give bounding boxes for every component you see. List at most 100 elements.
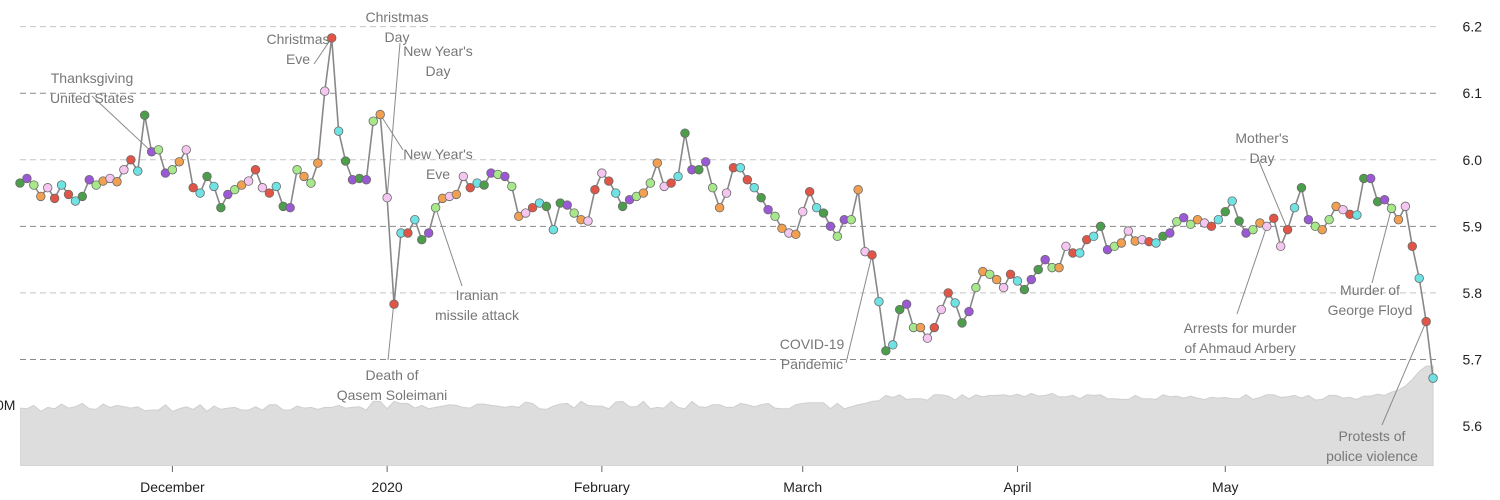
data-point: [1040, 254, 1050, 265]
data-point: [1206, 221, 1217, 232]
data-point: [1220, 206, 1230, 217]
data-point: [299, 171, 309, 182]
data-point: [846, 214, 856, 225]
data-point: [63, 189, 74, 200]
data-point: [673, 171, 683, 182]
data-point: [867, 250, 877, 260]
data-point: [742, 175, 753, 185]
annotation-label: New Year's Day: [403, 43, 473, 79]
annotation-leader: [379, 114, 404, 151]
annotation-leader: [1371, 208, 1392, 284]
data-point: [638, 188, 649, 198]
data-point: [417, 234, 427, 245]
y-tick-label: 5.8: [1463, 285, 1483, 301]
data-point: [1352, 210, 1362, 220]
data-point: [174, 157, 185, 167]
data-point: [1400, 201, 1411, 212]
data-point: [507, 181, 517, 192]
data-point: [1275, 241, 1286, 252]
data-point: [403, 228, 413, 238]
data-point: [56, 180, 67, 190]
data-point: [957, 318, 967, 328]
data-point: [133, 166, 143, 176]
data-point: [77, 191, 88, 202]
data-point: [188, 183, 198, 193]
data-point: [43, 183, 53, 193]
data-point: [1289, 202, 1300, 213]
data-point: [1123, 226, 1133, 236]
data-point: [950, 298, 960, 308]
data-point: [798, 206, 808, 217]
data-point: [749, 183, 759, 193]
data-point: [1213, 214, 1224, 225]
data-point: [167, 165, 178, 175]
data-point: [853, 185, 863, 195]
data-point: [84, 175, 94, 185]
data-point: [1005, 269, 1016, 279]
data-point: [216, 202, 226, 213]
data-point: [264, 188, 275, 198]
data-point: [874, 296, 884, 307]
data-point: [1282, 224, 1293, 235]
data-point: [756, 193, 766, 203]
x-tick-label: February: [574, 479, 630, 495]
data-point: [1248, 224, 1258, 235]
data-point: [119, 165, 129, 175]
data-point: [223, 189, 233, 200]
y-tick-label: 5.9: [1463, 218, 1483, 234]
data-point: [389, 299, 399, 309]
data-point: [1026, 274, 1037, 285]
data-point: [929, 322, 940, 333]
data-point: [825, 221, 836, 232]
data-point: [1303, 214, 1314, 225]
data-point: [694, 165, 704, 175]
data-point: [1386, 203, 1397, 214]
data-point: [1366, 173, 1376, 184]
annotation-label: Christmas Eve: [266, 31, 329, 67]
volume-area-layer: [20, 365, 1434, 466]
data-point-layer: [15, 33, 1438, 383]
data-point: [943, 288, 953, 298]
data-point: [112, 177, 122, 187]
data-point: [804, 187, 815, 197]
data-point: [680, 128, 690, 138]
data-point: [285, 202, 295, 213]
data-point: [1317, 224, 1327, 235]
data-point: [541, 201, 552, 212]
data-point: [562, 200, 572, 210]
data-point: [153, 145, 164, 155]
data-point: [22, 173, 32, 184]
data-point: [985, 269, 995, 279]
data-point: [195, 188, 205, 198]
data-point: [327, 33, 337, 43]
data-point: [1227, 196, 1237, 206]
data-point: [451, 189, 462, 200]
volume-area: [20, 365, 1434, 466]
annotation-label: COVID-19 Pandemic: [780, 336, 845, 372]
data-point: [832, 231, 843, 242]
data-point: [1338, 204, 1348, 215]
data-point: [818, 208, 829, 218]
data-point: [202, 171, 212, 182]
data-point: [250, 165, 261, 175]
x-tick-label: April: [1003, 479, 1031, 495]
data-point: [763, 204, 773, 215]
data-point: [901, 299, 912, 309]
data-point: [126, 155, 136, 165]
annotation-label: Murder of George Floyd: [1328, 282, 1413, 318]
data-point: [1234, 216, 1244, 226]
data-point: [791, 229, 801, 240]
data-point: [230, 185, 240, 195]
data-point: [340, 156, 351, 166]
annotation-label-layer: Thanksgiving United States Christmas Eve Chr…: [50, 9, 1418, 464]
data-point: [652, 158, 662, 168]
data-point: [1269, 213, 1279, 224]
y-tick-label: 5.6: [1463, 418, 1483, 434]
axis-layer: 5.6 5.7 5.8 5.9 6.0 6.1 6.2 0M December 2020 Febru…: [0, 19, 1482, 495]
data-point: [895, 304, 905, 315]
data-point: [423, 228, 434, 238]
data-point: [1095, 221, 1106, 232]
x-tick-label: May: [1212, 479, 1238, 495]
